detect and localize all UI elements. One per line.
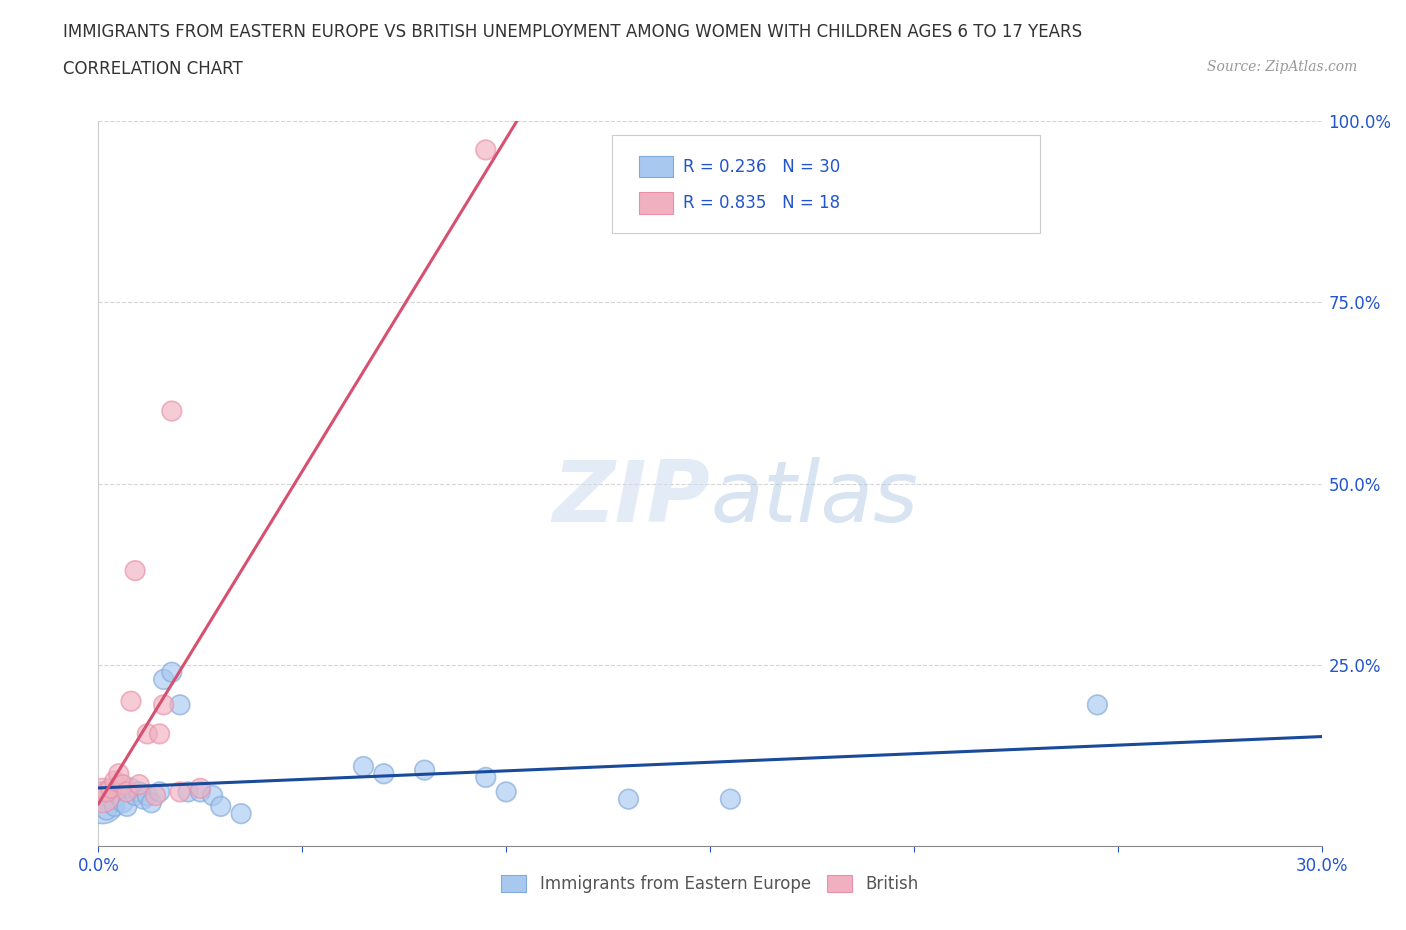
Point	[152, 698, 174, 712]
Point	[124, 788, 146, 803]
Point	[188, 781, 212, 796]
Point	[720, 791, 742, 806]
Point	[145, 788, 167, 803]
Point	[132, 791, 155, 806]
Point	[96, 785, 118, 800]
Text: R = 0.835   N = 18: R = 0.835 N = 18	[683, 193, 841, 212]
Point	[111, 777, 134, 792]
Point	[111, 795, 134, 810]
Point	[120, 694, 142, 709]
Point	[104, 799, 127, 814]
Point	[209, 799, 232, 814]
Point	[413, 763, 436, 777]
Point	[160, 404, 183, 418]
Legend: Immigrants from Eastern Europe, British: Immigrants from Eastern Europe, British	[495, 868, 925, 899]
Point	[108, 788, 131, 803]
Text: Source: ZipAtlas.com: Source: ZipAtlas.com	[1206, 60, 1357, 74]
Point	[136, 788, 159, 803]
Point	[1085, 698, 1108, 712]
Text: atlas: atlas	[710, 457, 918, 539]
Point	[115, 785, 138, 800]
Point	[231, 806, 253, 821]
Point	[160, 665, 183, 680]
Point	[100, 781, 122, 796]
Text: ZIP: ZIP	[553, 457, 710, 539]
Point	[115, 799, 138, 814]
Point	[136, 726, 159, 741]
Point	[120, 781, 142, 796]
Point	[124, 564, 146, 578]
Text: IMMIGRANTS FROM EASTERN EUROPE VS BRITISH UNEMPLOYMENT AMONG WOMEN WITH CHILDREN: IMMIGRANTS FROM EASTERN EUROPE VS BRITIS…	[63, 23, 1083, 41]
Point	[169, 698, 191, 712]
Point	[373, 766, 395, 781]
Point	[104, 774, 127, 789]
Text: R = 0.236   N = 30: R = 0.236 N = 30	[683, 157, 841, 176]
Point	[474, 770, 498, 785]
Point	[128, 785, 150, 800]
Point	[91, 788, 114, 803]
Point	[169, 785, 191, 800]
FancyBboxPatch shape	[612, 136, 1040, 233]
Point	[108, 766, 131, 781]
Point	[149, 726, 172, 741]
Point	[128, 777, 150, 792]
Point	[474, 142, 498, 157]
Point	[617, 791, 640, 806]
FancyBboxPatch shape	[640, 155, 673, 178]
FancyBboxPatch shape	[640, 192, 673, 214]
Point	[100, 791, 122, 806]
Point	[201, 788, 224, 803]
Point	[177, 785, 200, 800]
Point	[141, 795, 163, 810]
Text: CORRELATION CHART: CORRELATION CHART	[63, 60, 243, 78]
Point	[152, 672, 174, 687]
Point	[495, 785, 517, 800]
Point	[91, 795, 114, 810]
Point	[188, 785, 212, 800]
Point	[149, 785, 172, 800]
Point	[96, 803, 118, 817]
Point	[352, 759, 374, 774]
